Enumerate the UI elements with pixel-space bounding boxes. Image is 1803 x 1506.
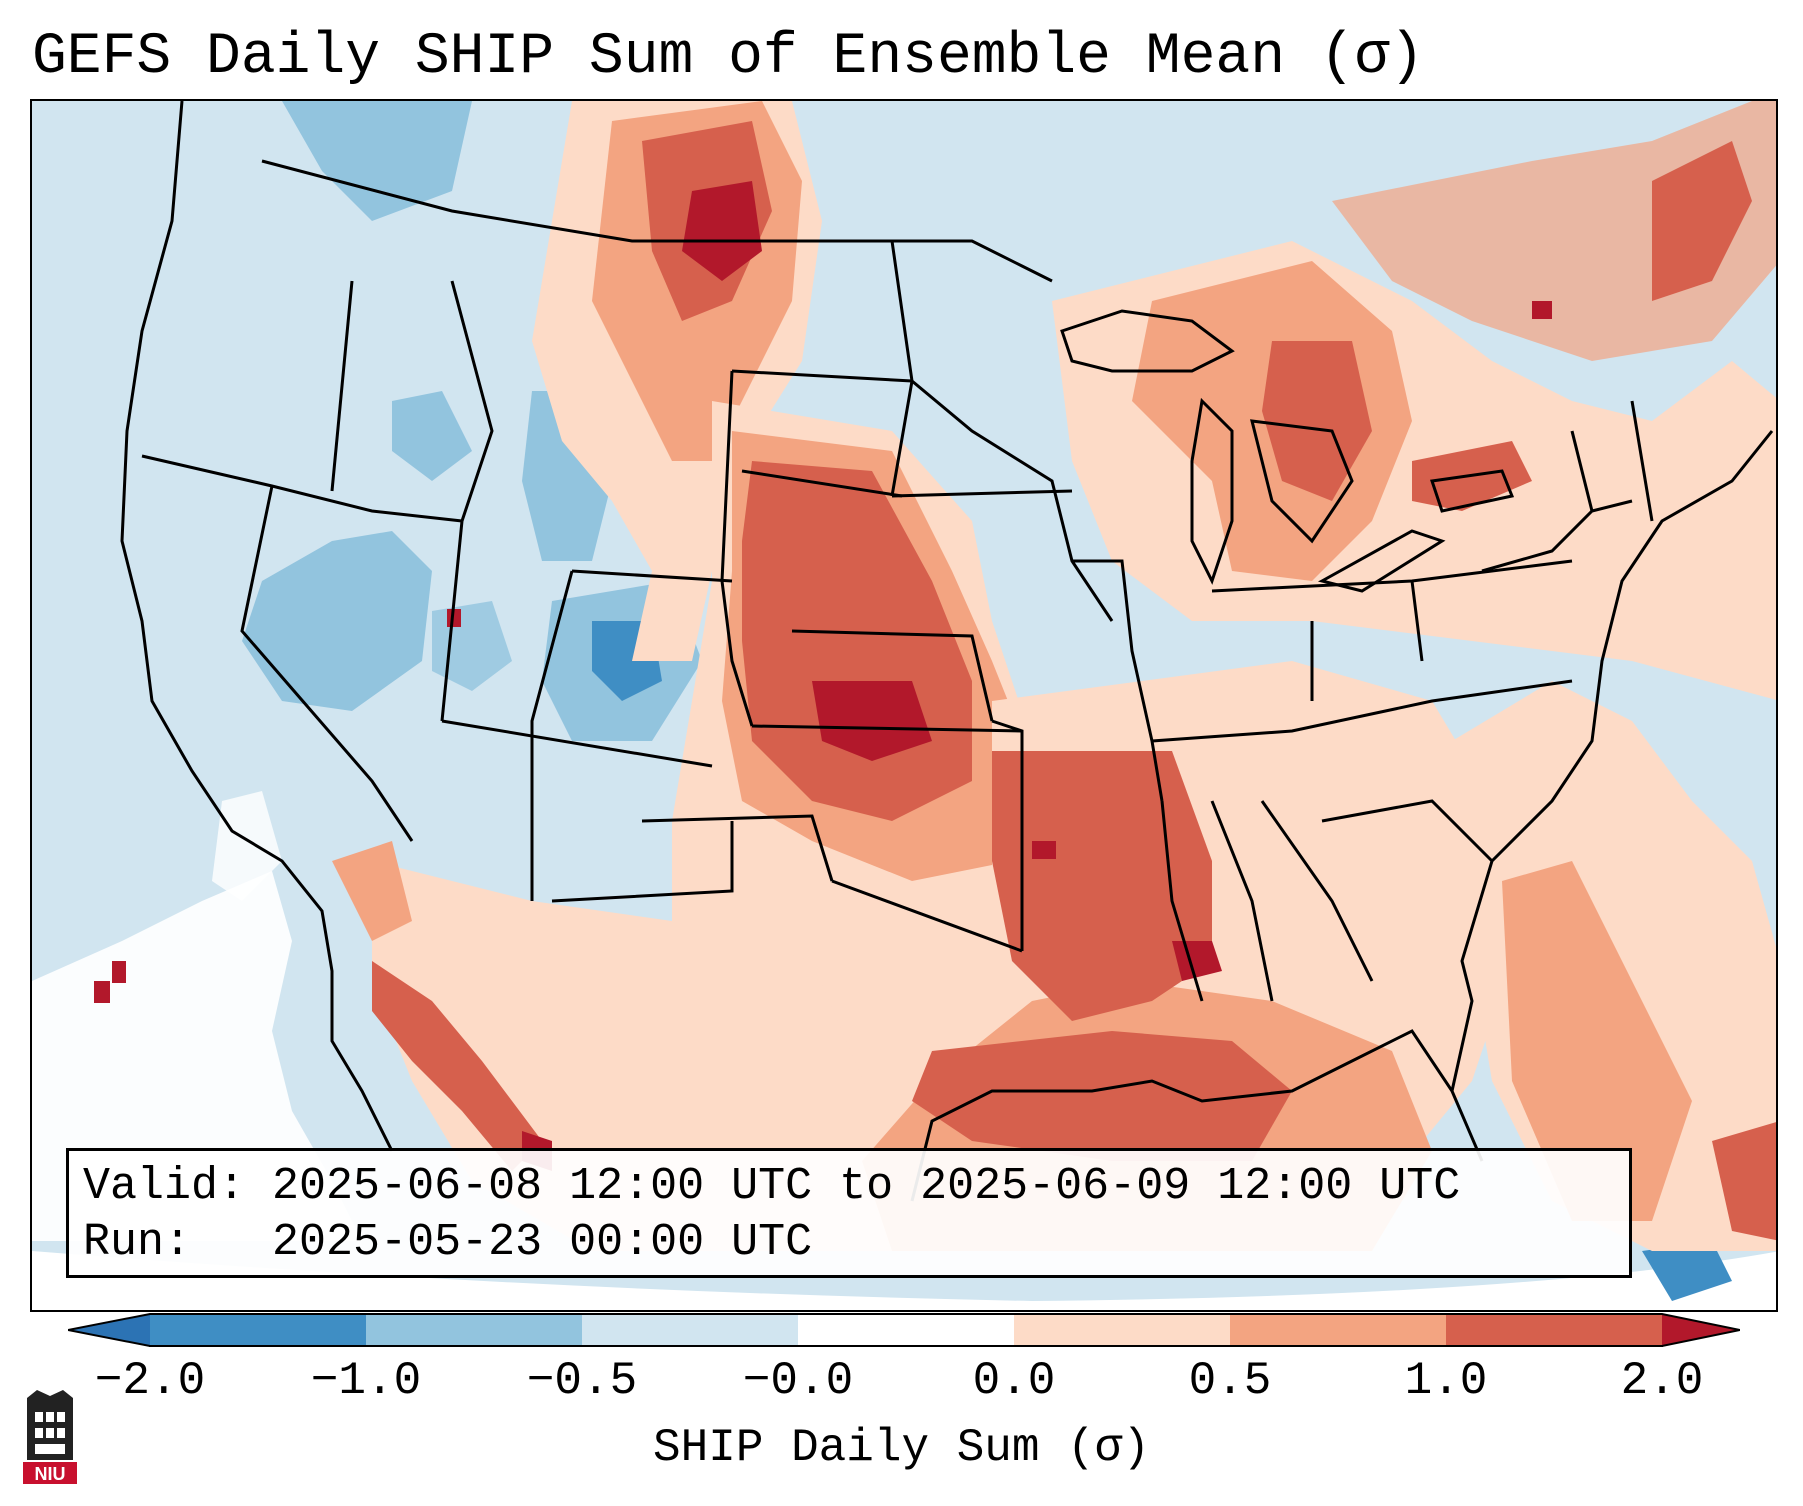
colorbar-bin-1 bbox=[150, 1314, 366, 1346]
region-pos-socal bbox=[332, 841, 412, 941]
region-max-montana bbox=[682, 181, 762, 281]
region-strong-caribbean bbox=[1712, 1122, 1776, 1241]
cell-max-pacific-1 bbox=[94, 981, 110, 1003]
state-boundaries bbox=[120, 101, 1774, 1202]
chart-title: GEFS Daily SHIP Sum of Ensemble Mean (σ) bbox=[32, 25, 1425, 90]
lake-superior bbox=[1060, 309, 1235, 373]
cell-max-pacific-2 bbox=[112, 961, 126, 983]
region-strong-maine bbox=[1652, 141, 1752, 301]
region-outside-projection bbox=[32, 1251, 1776, 1310]
colorbar bbox=[68, 1313, 1740, 1347]
region-strong-south bbox=[992, 751, 1212, 1021]
tower-windows bbox=[35, 1412, 65, 1454]
coastline-gulf bbox=[910, 1029, 1484, 1202]
region-blue-cuba bbox=[1642, 1241, 1732, 1301]
coastline-atlantic bbox=[1450, 430, 1774, 1092]
colorbar-label: SHIP Daily Sum (σ) bbox=[653, 1422, 1150, 1474]
lake-michigan bbox=[1190, 397, 1234, 585]
lake-ontario bbox=[1430, 469, 1515, 513]
colorbar-tick-label: −1.0 bbox=[310, 1355, 422, 1407]
great-lakes bbox=[1060, 309, 1515, 593]
colorbar-tick-label: 2.0 bbox=[1620, 1355, 1704, 1407]
niu-logo: NIU bbox=[23, 1390, 77, 1484]
colorbar-extend-low bbox=[68, 1314, 150, 1346]
colorbar-extend-high bbox=[1662, 1314, 1740, 1346]
run-label: Run: bbox=[83, 1217, 192, 1268]
border-canada bbox=[261, 159, 1053, 283]
niu-tower-icon bbox=[27, 1390, 73, 1460]
run-value: 2025-05-23 00:00 UTC bbox=[272, 1217, 813, 1268]
region-pos-atlantic-band bbox=[1502, 861, 1692, 1221]
region-strong-gulf bbox=[912, 1031, 1292, 1161]
region-max-gulf bbox=[1172, 941, 1222, 981]
colorbar-tick-label: −2.0 bbox=[94, 1355, 206, 1407]
colorbar-bin-6 bbox=[1230, 1314, 1446, 1346]
cell-max-canada bbox=[1532, 301, 1552, 319]
lake-erie bbox=[1317, 529, 1446, 593]
region-blue-idaho bbox=[392, 391, 472, 481]
colorbar-tick-label: −0.5 bbox=[526, 1355, 638, 1407]
lake-huron bbox=[1250, 419, 1354, 544]
colorbar-tick-label: −0.0 bbox=[742, 1355, 854, 1407]
valid-label: Valid: bbox=[83, 1161, 246, 1212]
region-blue-nevada bbox=[242, 531, 432, 711]
colorbar-bin-5 bbox=[1014, 1314, 1230, 1346]
colorbar-tick-label: 1.0 bbox=[1404, 1355, 1488, 1407]
colorbar-tick-label: 0.5 bbox=[1188, 1355, 1272, 1407]
niu-logo-text: NIU bbox=[35, 1464, 66, 1484]
colorbar-bin-7 bbox=[1446, 1314, 1662, 1346]
colorbar-tick-label: 0.0 bbox=[972, 1355, 1056, 1407]
colorbar-bin-4 bbox=[798, 1314, 1014, 1346]
cell-max-arkansas bbox=[1032, 841, 1056, 859]
region-blue-nw bbox=[282, 101, 472, 221]
colorbar-bin-3 bbox=[582, 1314, 798, 1346]
region-max-kansas bbox=[812, 681, 932, 761]
map-panel bbox=[30, 99, 1778, 1312]
colorbar-bin-2 bbox=[366, 1314, 582, 1346]
map-canvas bbox=[32, 101, 1776, 1310]
coastline-west bbox=[120, 101, 394, 1152]
info-box: Valid: 2025-06-08 12:00 UTC to 2025-06-0… bbox=[66, 1148, 1632, 1278]
valid-value: 2025-06-08 12:00 UTC to 2025-06-09 12:00… bbox=[272, 1161, 1461, 1212]
region-neutral-pacific-2 bbox=[212, 791, 282, 901]
region-strong-baja bbox=[372, 961, 542, 1171]
